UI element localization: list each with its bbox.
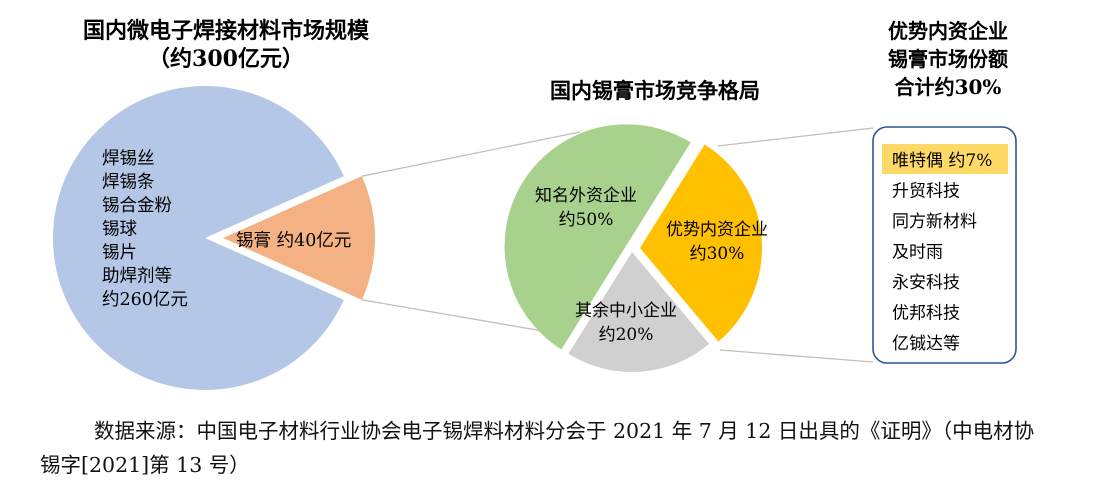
slice-label-small-firms: 其余中小企业 (575, 301, 677, 321)
connector-lower-left (361, 299, 561, 335)
connector-upper-right (717, 127, 874, 147)
competition-title: 国内锡膏市场竞争格局 (550, 78, 760, 103)
market-size-subtitle: （约300亿元） (148, 46, 304, 72)
connector-upper-left (361, 131, 581, 177)
slice-label-foreign-firms: 约50% (559, 210, 614, 230)
slice-label-domestic-leaders: 优势内资企业 (666, 220, 768, 240)
share-item: 优邦科技 (892, 304, 960, 324)
market-size-pie (52, 85, 375, 391)
share-box (872, 126, 1017, 364)
connector-lower-right (719, 349, 874, 363)
slice-label-other-materials: 约260亿元 (102, 290, 188, 310)
share-box-title-line: 合计约30% (895, 75, 1002, 99)
slice-label-other-materials: 锡合金粉 (102, 196, 172, 216)
slice-label-foreign-firms: 知名外资企业 (535, 186, 637, 206)
pie-slice-other-materials (52, 85, 344, 391)
share-item: 升贸科技 (892, 182, 960, 202)
share-item: 永安科技 (892, 273, 960, 293)
share-item: 同方新材料 (892, 212, 977, 232)
slice-label-small-firms: 约20% (599, 325, 654, 345)
pie-slice-solder-paste (223, 176, 375, 300)
share-item: 及时雨 (892, 243, 943, 263)
slice-label-other-materials: 焊锡条 (102, 173, 155, 193)
slice-label-other-materials: 焊锡丝 (102, 149, 155, 169)
pie-slice-small-firms (568, 252, 710, 373)
slice-label-solder-paste: 锡膏 约40亿元 (236, 230, 351, 251)
share-item: 唯特偶 约7% (892, 151, 992, 171)
market-size-title: 国内微电子焊接材料市场规模 (83, 18, 370, 44)
pie-slice-foreign-firms (504, 124, 691, 350)
slice-label-other-materials: 锡球 (102, 220, 137, 240)
share-item: 亿铖达等 (892, 334, 960, 354)
share-box-title-line: 锡膏市场份额 (888, 47, 1008, 71)
slice-label-other-materials: 锡片 (102, 243, 137, 263)
share-highlight (882, 144, 1008, 174)
share-box-title-line: 优势内资企业 (888, 19, 1008, 43)
slice-label-domestic-leaders: 约30% (690, 244, 745, 264)
source-note: 数据来源：中国电子材料行业协会电子锡焊料材料分会于 2021 年 7 月 12 … (40, 419, 1035, 477)
competition-pie (504, 124, 763, 373)
slice-label-other-materials: 助焊剂等 (102, 267, 172, 287)
pie-slice-domestic-leaders (640, 144, 763, 342)
connector-lines (361, 127, 874, 363)
